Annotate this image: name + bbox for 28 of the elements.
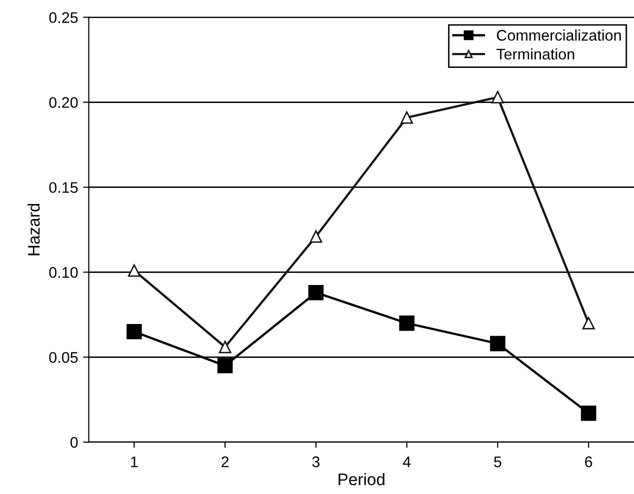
legend-label: Termination: [496, 48, 574, 60]
y-tick-label: 0.15: [49, 182, 78, 193]
point: [400, 111, 414, 124]
y-tick-label: 0.10: [49, 267, 78, 278]
x-tick-label: 1: [131, 456, 138, 468]
y-tick-label: 0.25: [49, 12, 78, 23]
point: [218, 340, 232, 354]
point: [310, 230, 322, 243]
point: [217, 358, 233, 374]
point: [582, 316, 595, 330]
x-tick-label: 6: [585, 456, 592, 468]
y-tick-label: 0: [70, 437, 78, 448]
point: [490, 336, 506, 352]
x-tick-label: 4: [402, 456, 411, 468]
point: [308, 284, 324, 300]
legend-label: Commercialization: [496, 30, 621, 41]
x-tick-label: 3: [312, 456, 320, 468]
point: [128, 264, 140, 277]
x-tick-label: 5: [494, 456, 502, 468]
point: [580, 406, 596, 421]
y-tick-label: 0.05: [49, 352, 78, 363]
y-tick-label: 0.20: [49, 97, 78, 108]
point: [399, 316, 414, 331]
x-tick-label: 2: [222, 456, 229, 468]
point: [126, 324, 142, 340]
point: [491, 90, 504, 104]
y-axis-title: Hazard: [28, 204, 40, 256]
x-axis-title: Period: [338, 473, 384, 486]
